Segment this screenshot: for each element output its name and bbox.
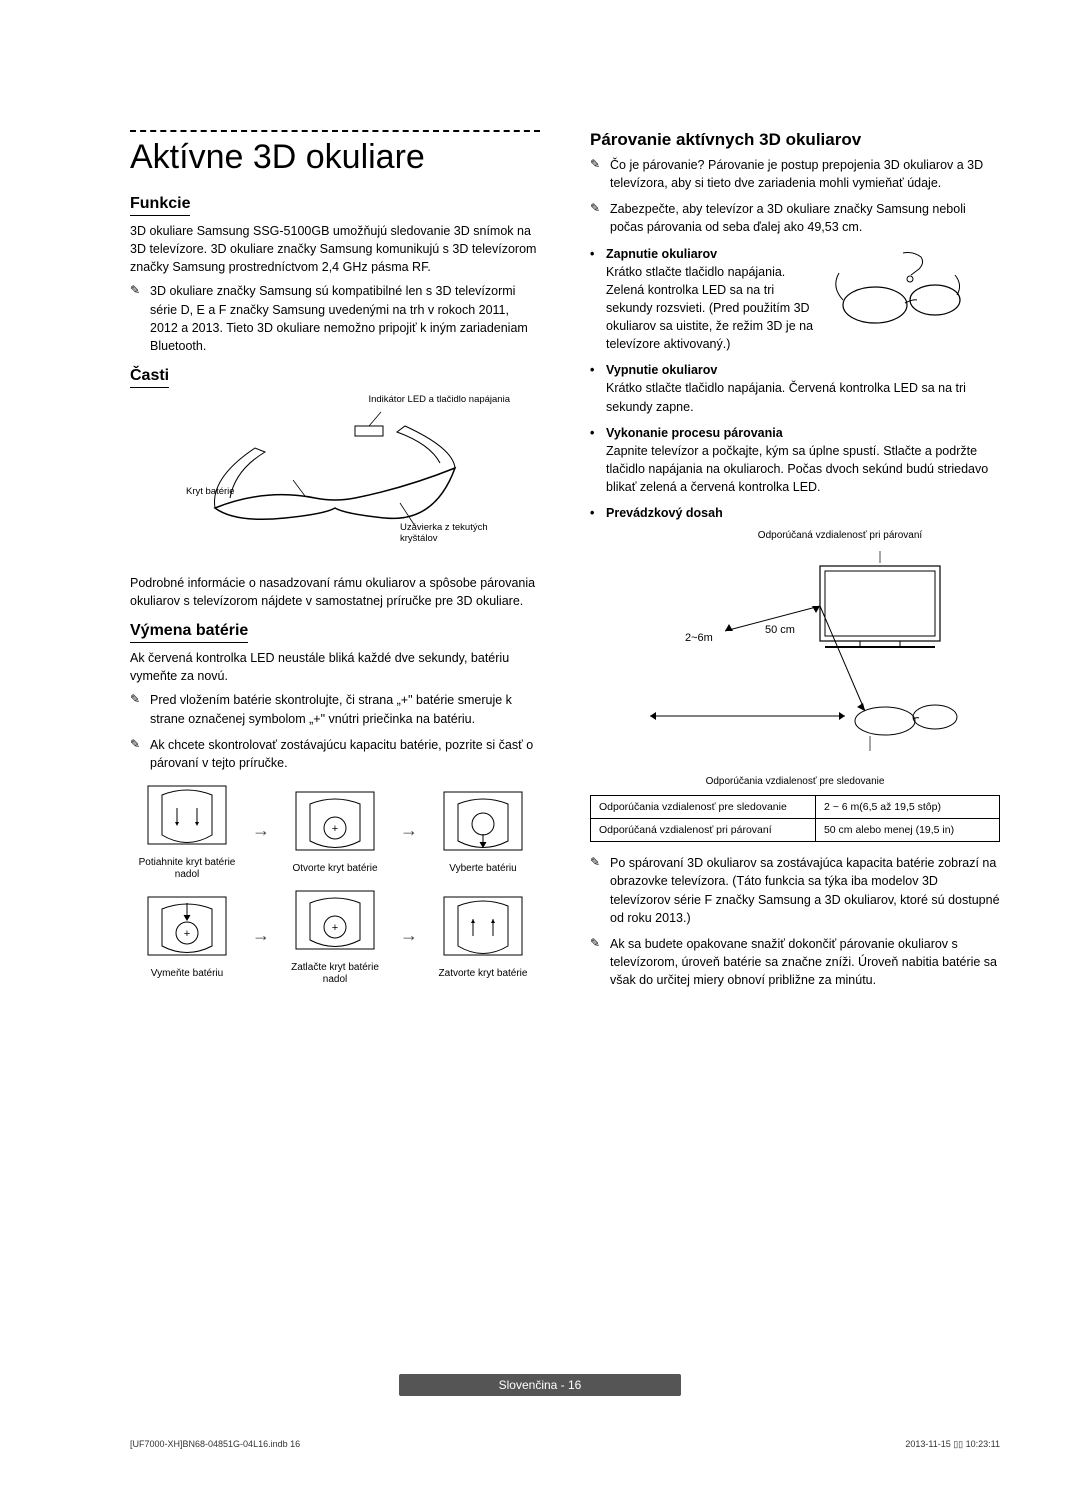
page-title: Aktívne 3D okuliare: [130, 138, 540, 177]
step1-icon: [142, 780, 232, 850]
page-footer: Slovenčina - 16: [0, 1376, 1080, 1394]
arrow-icon: →: [400, 925, 418, 946]
svg-text:+: +: [332, 823, 338, 835]
heading-parovanie: Párovanie aktívnych 3D okuliarov: [590, 130, 1000, 150]
step3-cap: Vyberte batériu: [426, 863, 540, 875]
diag-label-bot: Uzávierka z tekutých kryštálov: [400, 522, 510, 544]
step1-cap: Potiahnite kryt batérie nadol: [130, 857, 244, 881]
battery-steps-row2: + Vymeňte batériu → + Zatlačte kryt baté…: [130, 885, 540, 986]
arrow-icon: →: [400, 820, 418, 841]
vyk-text: Zapnite televízor a počkajte, kým sa úpl…: [606, 444, 988, 494]
bull-vykonanie: Vykonanie procesu párovania Zapnite tele…: [590, 424, 1000, 497]
battery-steps-row1: Potiahnite kryt batérie nadol → + Otvort…: [130, 780, 540, 881]
funkcie-p1: 3D okuliare Samsung SSG-5100GB umožňujú …: [130, 222, 540, 276]
heading-casti: Časti: [130, 367, 540, 388]
svg-text:+: +: [184, 928, 190, 940]
r2c1: Odporúčaná vzdialenosť pri párovaní: [591, 819, 816, 842]
bat-p1: Ak červená kontrolka LED neustále bliká …: [130, 649, 540, 685]
par-note1: Čo je párovanie? Párovanie je postup pre…: [590, 156, 1000, 192]
arrow-icon: →: [252, 820, 270, 841]
zap-title: Zapnutie okuliarov: [606, 245, 815, 263]
heading-bat-label: Výmena batérie: [130, 622, 248, 643]
heading-funkcie: Funkcie: [130, 195, 540, 216]
heading-funkcie-label: Funkcie: [130, 195, 190, 216]
glasses-diagram: Indikátor LED a tlačidlo napájania Kryt …: [130, 394, 540, 574]
table-row: Odporúčania vzdialenosť pre sledovanie 2…: [591, 796, 1000, 819]
vyk-title: Vykonanie procesu párovania: [606, 424, 1000, 442]
step4-cap: Vymeňte batériu: [130, 968, 244, 980]
step3-icon: [438, 786, 528, 856]
step5-icon: +: [290, 885, 380, 955]
tv-cap-bot: Odporúčania vzdialenosť pre sledovanie: [590, 776, 1000, 787]
dist-b-label: 50 cm: [765, 624, 795, 636]
diag-label-top: Indikátor LED a tlačidlo napájania: [368, 394, 510, 405]
par-note2: Zabezpečte, aby televízor a 3D okuliare …: [590, 200, 1000, 236]
zap-text: Krátko stlačte tlačidlo napájania. Zelen…: [606, 265, 813, 352]
tv-cap-top: Odporúčaná vzdialenosť pri párovaní: [680, 530, 1000, 541]
step4-icon: +: [142, 891, 232, 961]
par-note4: Ak sa budete opakovane snažiť dokončiť p…: [590, 935, 1000, 989]
bat-note2: Ak chcete skontrolovať zostávajúcu kapac…: [130, 736, 540, 772]
vyp-title: Vypnutie okuliarov: [606, 361, 1000, 379]
zap-image: [825, 245, 1000, 345]
print-footer: [UF7000-XH]BN68-04851G-04L16.indb 16 201…: [130, 1439, 1000, 1450]
table-row: Odporúčaná vzdialenosť pri párovaní 50 c…: [591, 819, 1000, 842]
print-footer-left: [UF7000-XH]BN68-04851G-04L16.indb 16: [130, 1439, 300, 1450]
tv-range-icon: 2~6m 50 cm: [625, 551, 965, 761]
funkcie-note1: 3D okuliare značky Samsung sú kompatibil…: [130, 282, 540, 355]
tv-diagram: 2~6m 50 cm: [590, 551, 1000, 766]
title-rule: [130, 130, 540, 132]
vyp-text: Krátko stlačte tlačidlo napájania. Červe…: [606, 381, 966, 413]
heading-bat: Výmena batérie: [130, 622, 540, 643]
step6-icon: [438, 891, 528, 961]
heading-casti-label: Časti: [130, 367, 169, 388]
bull-prevadzkovy: Prevádzkový dosah: [590, 504, 1000, 522]
prev-title: Prevádzkový dosah: [606, 504, 1000, 522]
par-note3: Po spárovaní 3D okuliarov sa zostávajúca…: [590, 854, 1000, 927]
bat-note1: Pred vložením batérie skontrolujte, či s…: [130, 691, 540, 727]
r1c1: Odporúčania vzdialenosť pre sledovanie: [591, 796, 816, 819]
page-footer-label: Slovenčina - 16: [399, 1374, 682, 1396]
step2-icon: +: [290, 786, 380, 856]
step6-cap: Zatvorte kryt batérie: [426, 968, 540, 980]
r1c2: 2 ~ 6 m(6,5 až 19,5 stôp): [815, 796, 999, 819]
step5-cap: Zatlačte kryt batérie nadol: [278, 962, 392, 986]
diag-label-mid: Kryt batérie: [186, 486, 235, 497]
step2-cap: Otvorte kryt batérie: [278, 863, 392, 875]
print-footer-right: 2013-11-15 ▯▯ 10:23:11: [905, 1439, 1000, 1450]
glasses-hand-icon: [825, 245, 965, 340]
distance-table: Odporúčania vzdialenosť pre sledovanie 2…: [590, 795, 1000, 842]
dist-a-label: 2~6m: [685, 632, 713, 644]
casti-below: Podrobné informácie o nasadzovaní rámu o…: [130, 574, 540, 610]
bull-zapnutie: Zapnutie okuliarov Krátko stlačte tlačid…: [590, 245, 1000, 354]
arrow-icon: →: [252, 925, 270, 946]
r2c2: 50 cm alebo menej (19,5 in): [815, 819, 999, 842]
bull-vypnutie: Vypnutie okuliarov Krátko stlačte tlačid…: [590, 361, 1000, 415]
svg-text:+: +: [332, 922, 338, 934]
